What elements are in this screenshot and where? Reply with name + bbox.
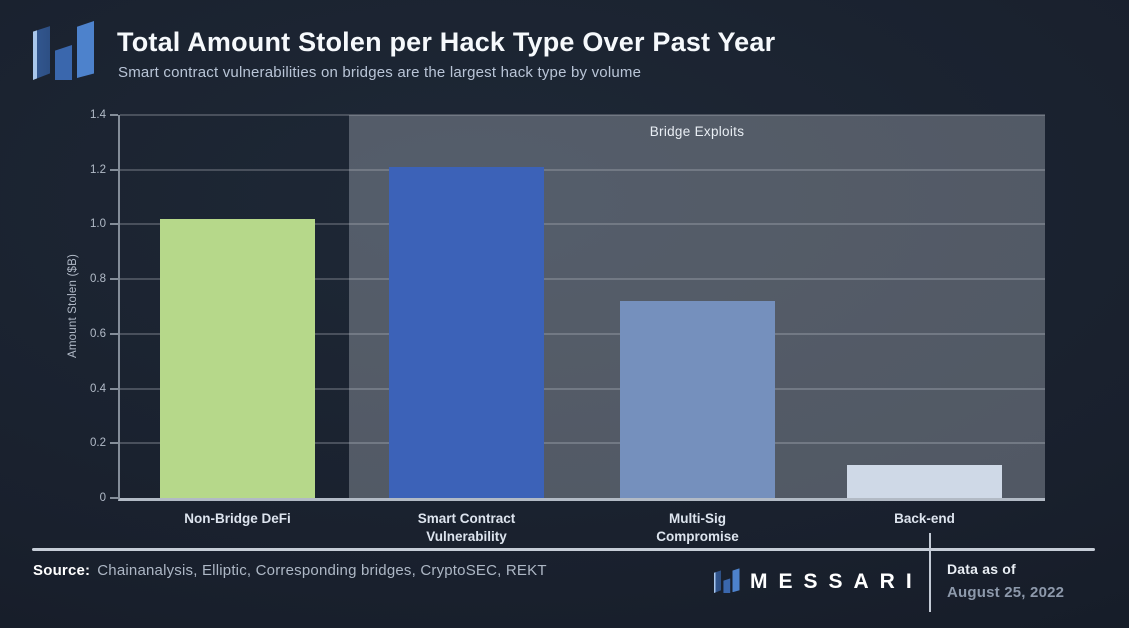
plot-area: Bridge Exploits 0 0.2 0.4 0.6 0.8 1.0 1.2 1.4 No… bbox=[90, 109, 1045, 544]
bar-multi-sig-compromise bbox=[620, 301, 775, 498]
x-label-smart-contract-vulnerability: Smart Contract Vulnerability bbox=[417, 511, 516, 545]
y-tick-mark-1.2 bbox=[110, 168, 118, 171]
footer-vertical-divider bbox=[929, 533, 931, 612]
bar-non-bridge-defi bbox=[160, 218, 315, 498]
data-as-of-date: August 25, 2022 bbox=[947, 584, 1065, 601]
y-tick-label-1.4: 1.4 bbox=[90, 109, 106, 121]
messari-m-mark-small-icon bbox=[714, 567, 741, 595]
y-tick-label-1.0: 1.0 bbox=[90, 218, 106, 231]
messari-wordmark-text: MESSARI bbox=[750, 569, 923, 593]
y-tick-mark-0.4 bbox=[110, 387, 118, 390]
gridline-0.6 bbox=[120, 332, 1045, 335]
y-tick-label-0.8: 0.8 bbox=[90, 273, 106, 286]
bridge-exploits-region-label: Bridge Exploits bbox=[649, 124, 745, 139]
x-label-non-bridge-defi: Non-Bridge DeFi bbox=[184, 511, 291, 526]
messari-logo-icon bbox=[33, 18, 95, 84]
y-tick-label-0.2: 0.2 bbox=[90, 437, 106, 450]
gridline-1.0 bbox=[120, 223, 1045, 226]
source-label: Source: bbox=[33, 562, 91, 579]
data-as-of-block: Data as of August 25, 2022 bbox=[947, 561, 1064, 601]
gridline-0.4 bbox=[120, 387, 1045, 390]
source-text: Chainanalysis, Elliptic, Corresponding b… bbox=[97, 562, 547, 579]
y-tick-label-0.6: 0.6 bbox=[90, 327, 106, 340]
gridline-0.8 bbox=[120, 278, 1045, 281]
x-label-back-end: Back-end bbox=[894, 511, 955, 526]
y-tick-mark-0 bbox=[110, 497, 118, 499]
y-tick-label-0: 0 bbox=[99, 492, 106, 504]
bar-smart-contract-vulnerability bbox=[389, 166, 544, 498]
source-line: Source: Chainanalysis, Elliptic, Correspo… bbox=[33, 562, 547, 579]
page-title: Total Amount Stolen per Hack Type Over P… bbox=[117, 27, 776, 57]
footer-divider bbox=[32, 548, 1095, 551]
messari-wordmark: MESSARI bbox=[714, 567, 923, 595]
y-axis-title: Amount Stolen ($B) bbox=[67, 254, 79, 358]
x-label-multi-sig-compromise: Multi-Sig Compromise bbox=[656, 511, 739, 545]
y-tick-mark-0.6 bbox=[110, 332, 118, 335]
data-as-of-label: Data as of bbox=[947, 561, 1016, 577]
y-tick-mark-0.2 bbox=[110, 442, 118, 445]
y-tick-label-0.4: 0.4 bbox=[90, 382, 106, 395]
y-tick-label-1.2: 1.2 bbox=[90, 163, 106, 176]
y-tick-mark-1.0 bbox=[110, 223, 118, 226]
messari-m-mark-icon bbox=[33, 18, 95, 84]
gridline-1.2 bbox=[120, 168, 1045, 171]
bar-back-end bbox=[847, 465, 1002, 498]
gridline-1.4 bbox=[120, 114, 1045, 116]
y-tick-mark-1.4 bbox=[110, 114, 118, 116]
y-tick-mark-0.8 bbox=[110, 278, 118, 281]
gridline-0.2 bbox=[120, 442, 1045, 445]
page-subtitle: Smart contract vulnerabilities on bridge… bbox=[118, 64, 642, 81]
